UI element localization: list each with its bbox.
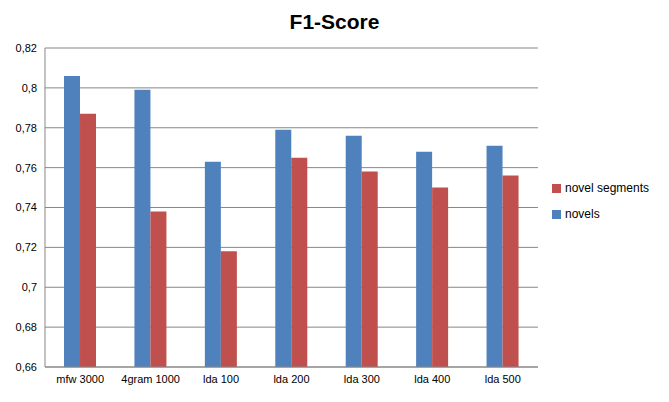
svg-text:0,78: 0,78 (16, 122, 37, 134)
html-text:F1-Score: F1-Score (289, 10, 380, 33)
svg-text:0,8: 0,8 (22, 82, 37, 94)
svg-text:lda 300: lda 300 (344, 373, 380, 385)
svg-text:lda 100: lda 100 (203, 373, 239, 385)
svg-text:0,76: 0,76 (16, 162, 37, 174)
svg-text:lda 400: lda 400 (414, 373, 450, 385)
svg-text:lda 200: lda 200 (273, 373, 309, 385)
html-text:novels: novels (565, 207, 600, 221)
svg-text:lda 500: lda 500 (485, 373, 521, 385)
svg-text:0,72: 0,72 (16, 241, 37, 253)
svg-text:0,74: 0,74 (16, 201, 37, 213)
svg-text:0,82: 0,82 (16, 42, 37, 54)
svg-text:0,7: 0,7 (22, 281, 37, 293)
svg-text:mfw 3000: mfw 3000 (56, 373, 104, 385)
svg-text:0,66: 0,66 (16, 361, 37, 373)
html-text:novel segments: novel segments (565, 181, 649, 195)
svg-text:4gram 1000: 4gram 1000 (121, 373, 180, 385)
svg-text:0,68: 0,68 (16, 321, 37, 333)
